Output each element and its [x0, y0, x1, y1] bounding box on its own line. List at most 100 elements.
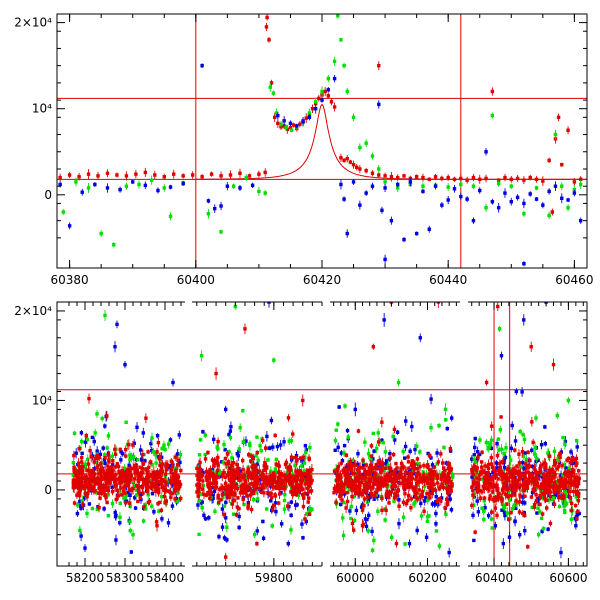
point-marker — [271, 91, 276, 95]
point-marker — [309, 481, 313, 485]
point-marker — [294, 459, 299, 463]
point-marker — [329, 100, 334, 104]
point-marker — [471, 218, 476, 223]
point-marker — [459, 194, 463, 199]
point-marker — [227, 450, 231, 454]
data-point — [160, 491, 164, 502]
point-marker — [71, 460, 76, 465]
point-marker — [79, 534, 83, 538]
point-marker — [255, 435, 259, 439]
point-marker — [214, 474, 219, 479]
data-point — [235, 451, 239, 456]
season-points — [71, 410, 183, 554]
point-marker — [377, 173, 381, 177]
point-marker — [204, 475, 208, 479]
point-marker — [92, 472, 96, 477]
point-marker — [216, 463, 220, 468]
point-marker — [273, 467, 278, 471]
point-marker — [265, 434, 269, 439]
point-marker — [110, 466, 114, 471]
point-marker — [103, 456, 107, 460]
data-point — [271, 90, 276, 96]
point-marker — [450, 416, 454, 420]
data-point — [146, 499, 151, 506]
data-point — [197, 453, 202, 457]
point-marker — [264, 25, 269, 29]
point-marker — [112, 479, 117, 483]
point-marker — [246, 475, 251, 479]
data-point — [131, 482, 135, 495]
point-marker — [313, 107, 318, 111]
data-point — [156, 501, 160, 507]
data-point — [200, 63, 204, 69]
data-point — [203, 454, 208, 463]
point-marker — [120, 493, 124, 497]
data-point — [541, 201, 545, 209]
data-point — [105, 410, 109, 421]
data-point — [421, 173, 425, 182]
data-point — [144, 413, 148, 424]
data-point — [263, 444, 268, 452]
point-marker — [126, 483, 131, 487]
point-marker — [201, 430, 205, 434]
point-marker — [103, 461, 107, 465]
data-point — [214, 470, 219, 482]
point-marker — [83, 492, 87, 496]
data-point — [471, 173, 476, 182]
data-point — [383, 254, 387, 265]
point-marker — [269, 496, 274, 500]
point-marker — [126, 473, 130, 478]
data-point — [90, 506, 95, 511]
point-marker — [104, 495, 108, 500]
data-point — [338, 502, 343, 507]
data-point — [176, 456, 180, 465]
point-marker — [177, 433, 182, 437]
point-marker — [260, 438, 265, 443]
data-point — [364, 190, 368, 196]
point-marker — [224, 516, 228, 520]
point-marker — [110, 489, 115, 494]
point-marker — [235, 505, 239, 509]
data-point — [261, 535, 266, 541]
point-marker — [264, 507, 269, 511]
point-marker — [131, 487, 135, 491]
point-marker — [118, 187, 122, 192]
data-point — [302, 471, 306, 477]
x-tick-label: 60380 — [51, 273, 89, 287]
data-point — [219, 171, 223, 181]
point-marker — [289, 439, 294, 443]
point-marker — [158, 475, 162, 479]
point-marker — [342, 63, 346, 68]
point-marker — [287, 468, 291, 472]
point-marker — [75, 511, 80, 516]
point-marker — [135, 483, 139, 488]
data-point — [471, 183, 476, 190]
data-point — [260, 482, 265, 492]
point-marker — [80, 455, 84, 460]
data-point — [123, 481, 128, 492]
data-point — [446, 174, 450, 181]
data-point — [142, 479, 146, 489]
point-marker — [74, 479, 78, 483]
data-point — [261, 519, 265, 524]
data-point — [256, 456, 260, 464]
data-point — [170, 491, 175, 496]
point-marker — [230, 482, 234, 487]
point-marker — [76, 491, 81, 495]
data-point — [572, 189, 577, 197]
point-marker — [92, 439, 96, 444]
data-point — [83, 460, 87, 469]
data-point — [309, 479, 313, 487]
data-point — [168, 184, 173, 190]
data-point — [148, 459, 153, 465]
point-marker — [263, 446, 268, 450]
point-marker — [246, 467, 250, 471]
data-point — [221, 469, 225, 477]
point-marker — [221, 495, 225, 500]
point-marker — [259, 448, 263, 453]
point-marker — [503, 191, 507, 195]
point-marker — [364, 191, 368, 195]
point-marker — [124, 174, 129, 178]
point-marker — [167, 489, 171, 493]
